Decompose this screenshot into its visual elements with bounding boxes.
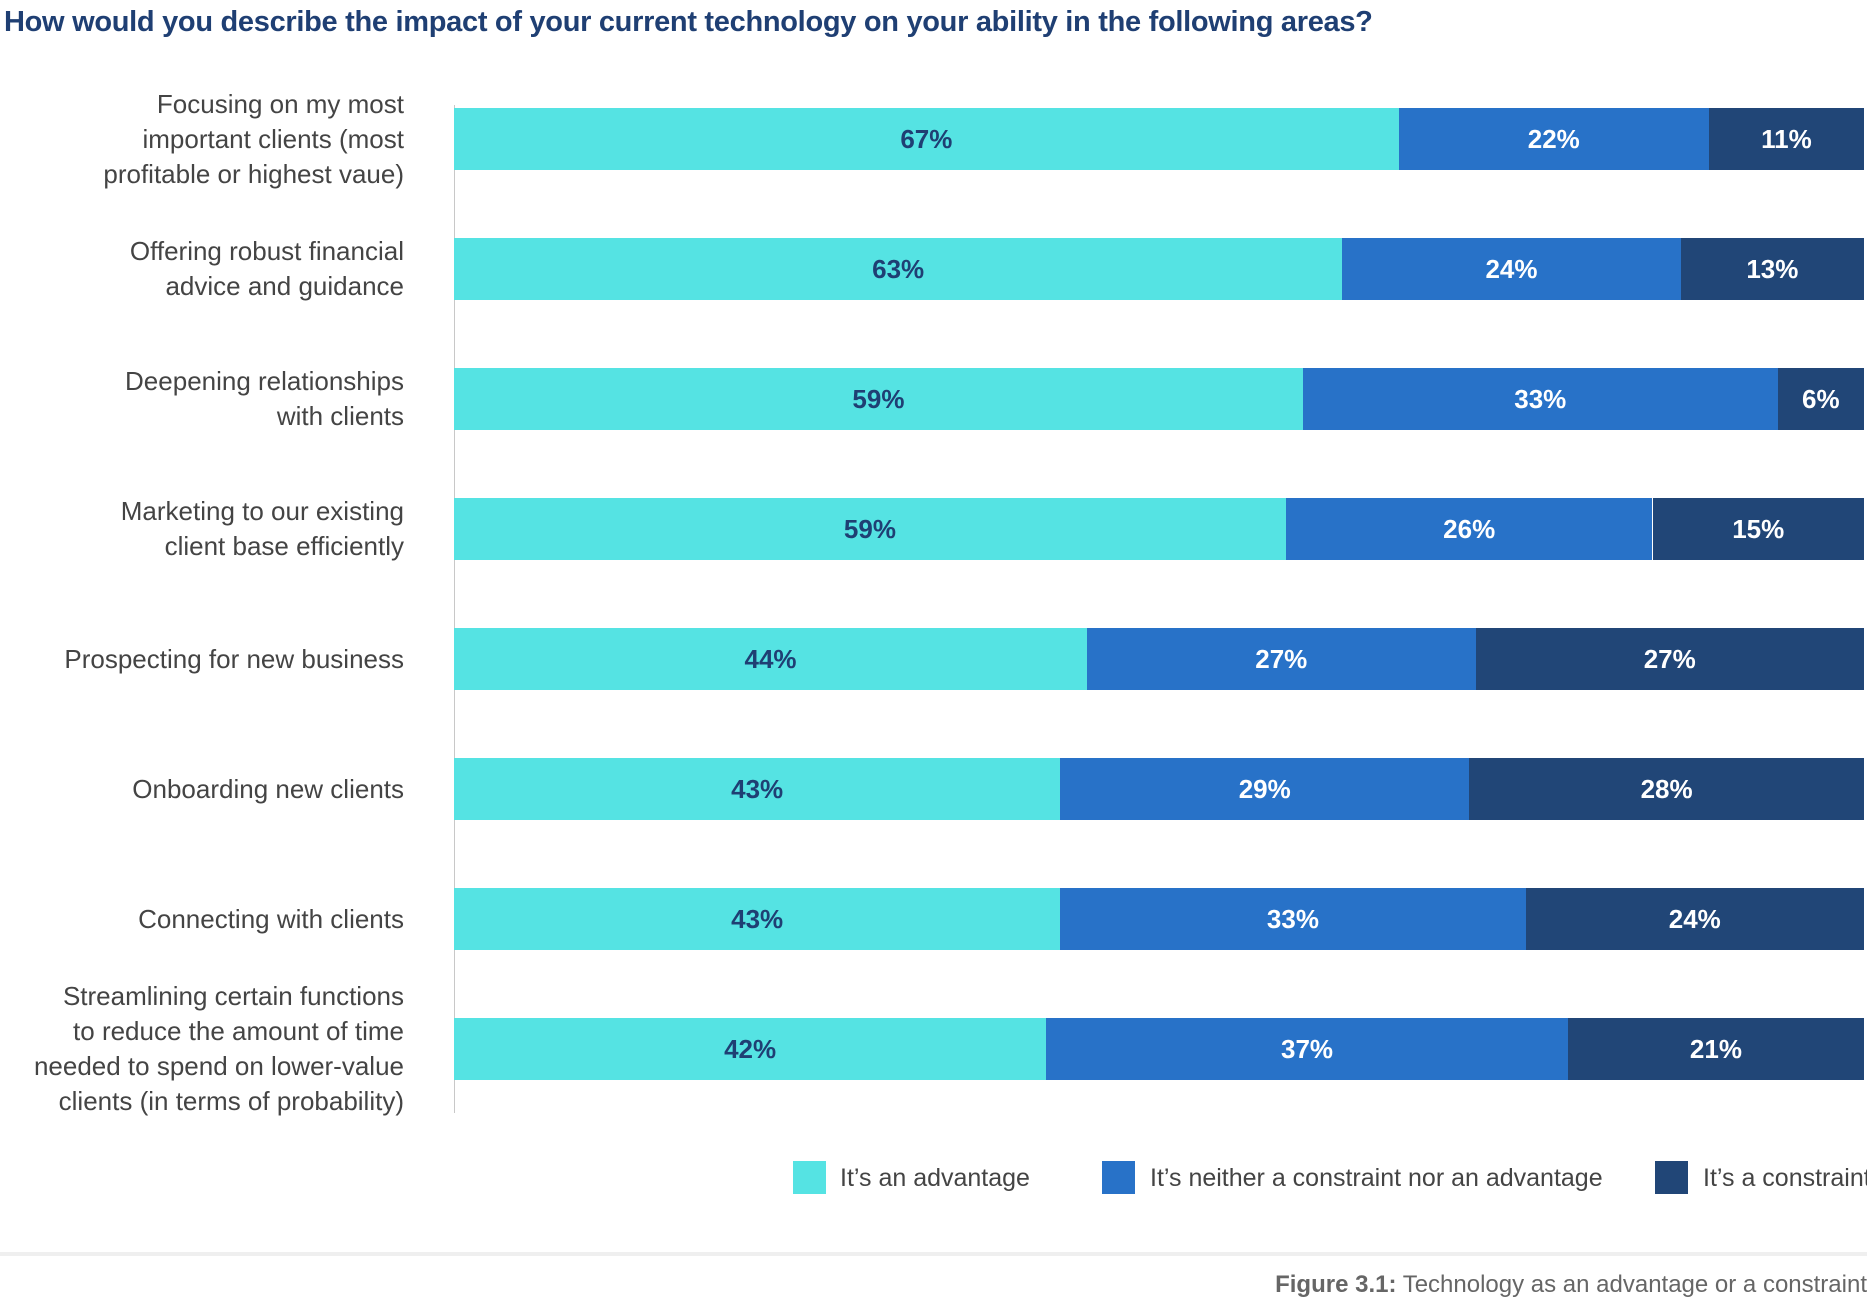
divider [0, 1252, 1867, 1256]
category-label: Focusing on my most important clients (mo… [0, 87, 404, 192]
data-label: 27% [1255, 643, 1308, 674]
legend-swatch [1102, 1161, 1135, 1194]
bar-segment: 37% [1046, 1018, 1568, 1080]
data-label: 59% [843, 513, 896, 544]
bar-segment: 27% [1475, 628, 1864, 690]
data-label: 24% [1668, 903, 1721, 934]
category-label-line: profitable or highest vaue) [103, 158, 404, 189]
data-label: 22% [1527, 123, 1580, 154]
data-label: 59% [852, 383, 905, 414]
category-label: Marketing to our existing client base eff… [0, 494, 404, 564]
data-label: 42% [724, 1033, 777, 1064]
bar-segment: 13% [1680, 238, 1864, 300]
data-label: 67% [900, 123, 953, 154]
data-label: 33% [1266, 903, 1319, 934]
category-label: Streamlining certain functions to reduce … [0, 979, 404, 1119]
data-label: 63% [872, 253, 925, 284]
data-label: 33% [1514, 383, 1567, 414]
category-label-line: Connecting with clients [138, 903, 404, 934]
bar-segment: 43% [454, 758, 1061, 820]
bar-segment: 15% [1652, 498, 1864, 560]
category-label: Deepening relationships with clients [0, 364, 404, 434]
category-label-line: Onboarding new clients [132, 773, 404, 804]
data-label: 13% [1746, 253, 1799, 284]
bar-segment: 26% [1285, 498, 1653, 560]
data-label: 43% [731, 773, 784, 804]
bar-segment: 6% [1777, 368, 1864, 430]
category-label: Connecting with clients [0, 902, 404, 937]
bar-segment: 21% [1567, 1018, 1864, 1080]
category-label-line: Marketing to our existing [120, 496, 404, 526]
legend-label: It’s a constraint [1703, 1164, 1867, 1192]
bar-segment: 11% [1708, 108, 1864, 170]
data-label: 27% [1643, 643, 1696, 674]
data-label: 6% [1802, 383, 1840, 414]
bar-segment: 63% [454, 238, 1343, 300]
category-label-line: Focusing on my most [156, 88, 404, 119]
data-label: 44% [744, 643, 797, 674]
bar-segment: 44% [454, 628, 1088, 690]
bar-segment: 27% [1087, 628, 1476, 690]
category-label-line: Prospecting for new business [64, 643, 404, 674]
data-label: 28% [1640, 773, 1693, 804]
bar-segment: 24% [1342, 238, 1681, 300]
data-label: 37% [1281, 1033, 1334, 1064]
legend-swatch [793, 1161, 826, 1194]
bar-segment: 42% [454, 1018, 1047, 1080]
data-label: 26% [1443, 513, 1496, 544]
bar-segment: 24% [1525, 888, 1864, 950]
legend-label: It’s an advantage [840, 1164, 1030, 1192]
bar-segment: 59% [454, 498, 1286, 560]
bar-segment: 33% [1060, 888, 1526, 950]
figure-caption: Figure 3.1: Technology as an advantage o… [1275, 1271, 1867, 1299]
data-label: 43% [731, 903, 784, 934]
bar-segment: 29% [1060, 758, 1470, 820]
bar-segment: 67% [454, 108, 1399, 170]
data-label: 15% [1732, 513, 1785, 544]
chart-title: How would you describe the impact of you… [4, 6, 1373, 38]
bar-segment: 43% [454, 888, 1061, 950]
category-label-line: Streamlining certain functions [62, 981, 404, 1011]
bar-segment: 22% [1398, 108, 1709, 170]
category-label-line: Offering robust financial [129, 236, 404, 266]
category-label-line: important clients (most [142, 123, 404, 154]
legend-swatch [1655, 1161, 1688, 1194]
legend-label: It’s neither a constraint nor an advanta… [1150, 1164, 1603, 1192]
category-label-line: needed to spend on lower-value [33, 1051, 404, 1081]
data-label: 21% [1689, 1033, 1742, 1064]
category-label-line: client base efficiently [164, 531, 404, 561]
category-label: Offering robust financial advice and guid… [0, 234, 404, 304]
category-label: Prospecting for new business [0, 642, 404, 677]
y-axis-line [454, 105, 455, 1113]
caption-label: Figure 3.1: [1275, 1271, 1397, 1298]
bar-segment: 59% [454, 368, 1303, 430]
data-label: 11% [1761, 123, 1812, 154]
category-label: Onboarding new clients [0, 772, 404, 807]
category-label-line: to reduce the amount of time [73, 1016, 404, 1046]
caption-text: Technology as an advantage or a constrai… [1396, 1271, 1867, 1298]
category-label-line: advice and guidance [165, 271, 404, 301]
bar-segment: 28% [1469, 758, 1864, 820]
bar-segment: 33% [1302, 368, 1778, 430]
category-label-line: clients (in terms of probability) [58, 1086, 404, 1116]
category-label-line: Deepening relationships [125, 366, 404, 396]
data-label: 29% [1238, 773, 1291, 804]
category-label-line: with clients [276, 401, 404, 431]
data-label: 24% [1485, 253, 1538, 284]
